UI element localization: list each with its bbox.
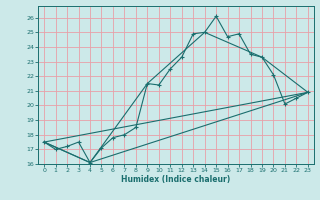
X-axis label: Humidex (Indice chaleur): Humidex (Indice chaleur) [121, 175, 231, 184]
